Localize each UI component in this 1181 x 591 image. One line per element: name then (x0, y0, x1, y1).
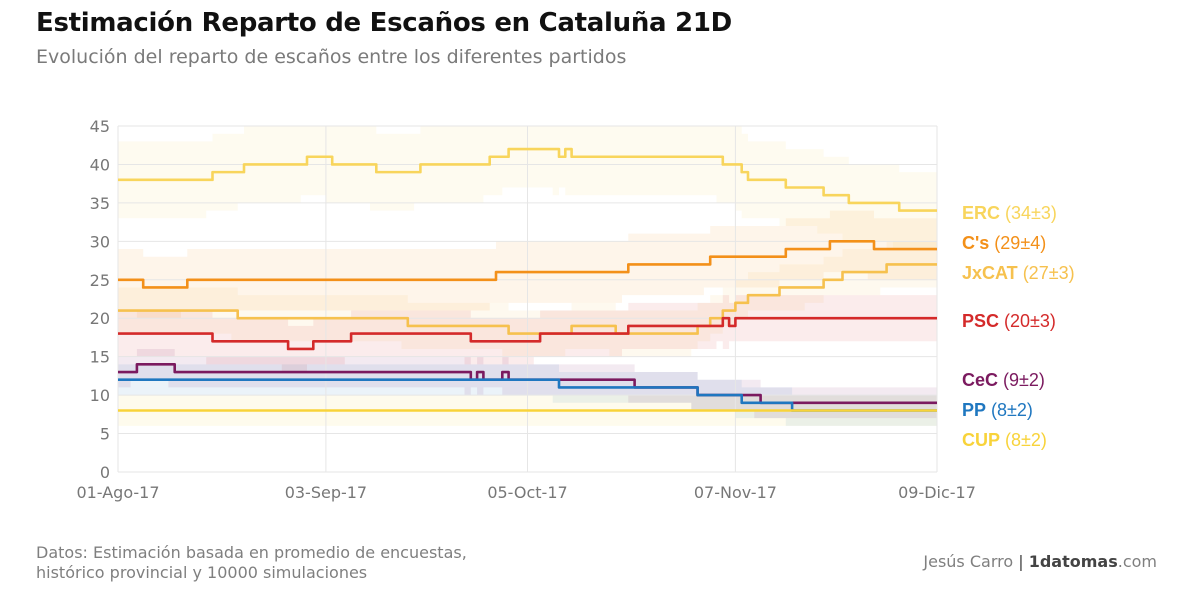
source-line-1: Datos: Estimación basada en promedio de … (36, 543, 467, 562)
y-tick-label: 30 (90, 232, 110, 251)
y-tick-label: 40 (90, 155, 110, 174)
legend-labels: ERC (34±3) C's (29±4) JxCAT (27±3) PSC (20±… (962, 203, 1075, 450)
label-value: (9±2) (998, 370, 1045, 390)
source-note: Datos: Estimación basada en promedio de … (36, 543, 467, 583)
label-name: CUP (962, 430, 1000, 450)
x-tick-label: 03-Sep-17 (285, 483, 367, 502)
label-cec: CeC (9±2) (962, 370, 1045, 390)
x-tick-label: 05-Oct-17 (487, 483, 567, 502)
label-psc: PSC (20±3) (962, 311, 1056, 331)
brand-tld: .com (1117, 552, 1157, 571)
y-tick-label: 15 (90, 348, 110, 367)
x-tick-label: 09-Dic-17 (898, 483, 976, 502)
author-name: Jesús Carro (923, 552, 1014, 571)
line-psc (118, 316, 937, 351)
y-tick-label: 25 (90, 271, 110, 290)
label-value: (8±2) (1000, 430, 1047, 450)
line-pp (118, 378, 937, 412)
source-line-2: histórico provincial y 10000 simulacione… (36, 563, 368, 582)
y-tick-label: 0 (100, 463, 110, 482)
label-pp: PP (8±2) (962, 400, 1033, 420)
line-c-s (118, 240, 937, 289)
series-lines (118, 147, 937, 412)
label-jxcat: JxCAT (27±3) (962, 263, 1075, 283)
label-c-s: C's (29±4) (962, 233, 1046, 253)
grid-lines (117, 125, 938, 473)
attribution-separator: | (1018, 552, 1024, 571)
line-erc (118, 147, 937, 212)
label-name: PP (962, 400, 986, 420)
chart-subtitle: Evolución del reparto de escaños entre l… (36, 46, 627, 68)
y-tick-label: 45 (90, 117, 110, 136)
band-jxcat (118, 241, 937, 357)
y-tick-label: 35 (90, 194, 110, 213)
label-value: (29±4) (989, 233, 1046, 253)
label-value: (20±3) (999, 311, 1056, 331)
y-tick-label: 5 (100, 425, 110, 444)
label-name: PSC (962, 311, 999, 331)
brand-name: 1datomas (1028, 552, 1118, 571)
x-tick-label: 01-Ago-17 (76, 483, 159, 502)
label-erc: ERC (34±3) (962, 203, 1057, 223)
label-value: (34±3) (1000, 203, 1057, 223)
label-cup: CUP (8±2) (962, 430, 1047, 450)
x-axis: 01-Ago-17 03-Sep-17 05-Oct-17 07-Nov-17 09-D… (76, 483, 975, 502)
chart-title: Estimación Reparto de Escaños en Cataluñ… (36, 8, 732, 38)
label-name: C's (962, 233, 989, 253)
label-name: ERC (962, 203, 1000, 223)
y-axis: 0 5 10 15 20 25 30 35 40 45 (90, 117, 110, 482)
y-tick-label: 10 (90, 386, 110, 405)
attribution: Jesús Carro | 1datomas.com (923, 552, 1157, 571)
label-value: (27±3) (1018, 263, 1075, 283)
x-tick-label: 07-Nov-17 (694, 483, 777, 502)
label-value: (8±2) (986, 400, 1033, 420)
label-name: JxCAT (962, 263, 1018, 283)
label-name: CeC (962, 370, 998, 390)
y-tick-label: 20 (90, 309, 110, 328)
